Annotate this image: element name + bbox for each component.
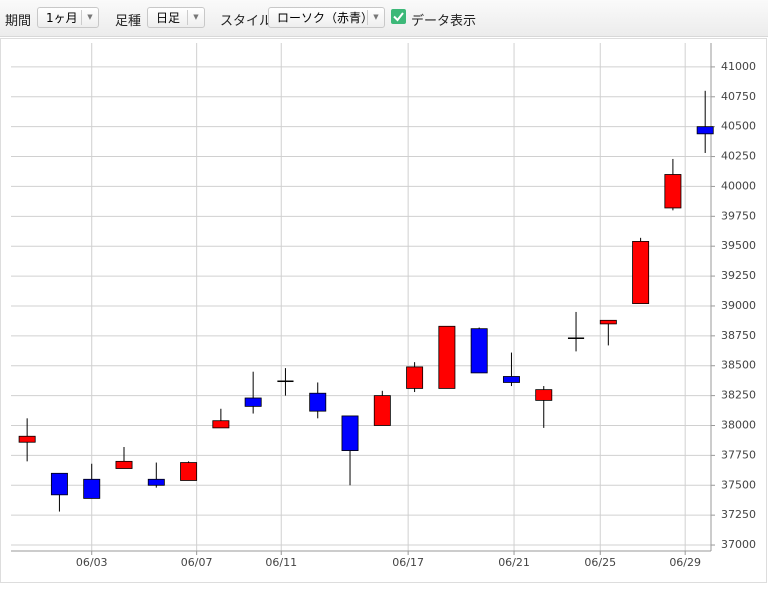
x-tick-label: 06/07 <box>181 556 213 569</box>
candle-body <box>664 174 682 209</box>
x-tick-label: 06/03 <box>76 556 108 569</box>
x-tick-label: 06/25 <box>584 556 616 569</box>
y-tick-label: 37750 <box>721 448 756 461</box>
candle-body <box>83 478 101 499</box>
candle-body <box>599 319 617 325</box>
toolbar: 期間 1ヶ月 ▼ 足種 日足 ▼ スタイル ローソク（赤青） ▼ データ表示 <box>0 0 768 37</box>
candle-body <box>180 462 198 481</box>
candle-body <box>147 478 165 486</box>
y-tick-label: 37000 <box>721 538 756 551</box>
dropdown-arrow: ▼ <box>367 10 384 25</box>
candle-body <box>309 392 327 412</box>
candle-body <box>502 376 520 383</box>
y-tick-label: 38250 <box>721 389 756 402</box>
y-tick-label: 38500 <box>721 359 756 372</box>
y-tick-label: 40000 <box>721 179 756 192</box>
check-icon <box>393 12 404 22</box>
dropdown-arrow: ▼ <box>81 10 98 25</box>
dropdown[interactable]: 日足 ▼ <box>147 7 205 28</box>
x-tick-label: 06/17 <box>392 556 424 569</box>
dropdown[interactable]: ローソク（赤青） ▼ <box>268 7 385 28</box>
x-tick-label: 06/11 <box>265 556 297 569</box>
candle-body <box>373 395 391 426</box>
y-tick-label: 38750 <box>721 329 756 342</box>
candle-body <box>696 126 714 135</box>
label: 足種 <box>115 14 142 29</box>
dropdown-value: 1ヶ月 <box>46 11 78 25</box>
candle-body <box>438 325 456 389</box>
candle-body <box>115 460 133 469</box>
candle-body <box>18 435 36 443</box>
dropdown-arrow: ▼ <box>187 10 204 25</box>
candle-body <box>535 389 553 401</box>
y-tick-label: 40250 <box>721 150 756 163</box>
candle-body <box>567 337 585 339</box>
candle-body <box>406 366 424 389</box>
chart-panel: 37000 37250 37500 37750 38000 38250 38500 38750… <box>0 38 767 583</box>
x-tick-label: 06/21 <box>498 556 530 569</box>
y-tick-label: 39500 <box>721 239 756 252</box>
candle-body <box>212 420 230 429</box>
checkbox-label: データ表示 <box>411 14 477 29</box>
y-tick-label: 40500 <box>721 120 756 133</box>
dropdown[interactable]: 1ヶ月 ▼ <box>37 7 99 28</box>
x-tick-label: 06/29 <box>669 556 701 569</box>
label: 期間 <box>5 14 32 29</box>
candle-body <box>632 241 650 304</box>
y-tick-label: 39250 <box>721 269 756 282</box>
candle-body <box>277 380 294 383</box>
y-tick-label: 37250 <box>721 508 756 521</box>
y-tick-label: 37500 <box>721 478 756 491</box>
checkbox[interactable] <box>391 9 406 24</box>
dropdown-value: ローソク（赤青） <box>277 11 374 25</box>
candle-body <box>244 397 262 407</box>
dropdown-value: 日足 <box>156 11 181 25</box>
candle-body <box>470 328 488 374</box>
chart: 37000 37250 37500 37750 38000 38250 38500 38750… <box>11 43 756 569</box>
label: スタイル <box>220 14 273 29</box>
y-tick-label: 39750 <box>721 209 756 222</box>
y-tick-label: 41000 <box>721 60 756 73</box>
y-tick-label: 39000 <box>721 299 756 312</box>
candle-body <box>50 472 68 496</box>
y-tick-label: 38000 <box>721 418 756 431</box>
y-tick-label: 40750 <box>721 90 756 103</box>
candle-body <box>341 415 359 451</box>
